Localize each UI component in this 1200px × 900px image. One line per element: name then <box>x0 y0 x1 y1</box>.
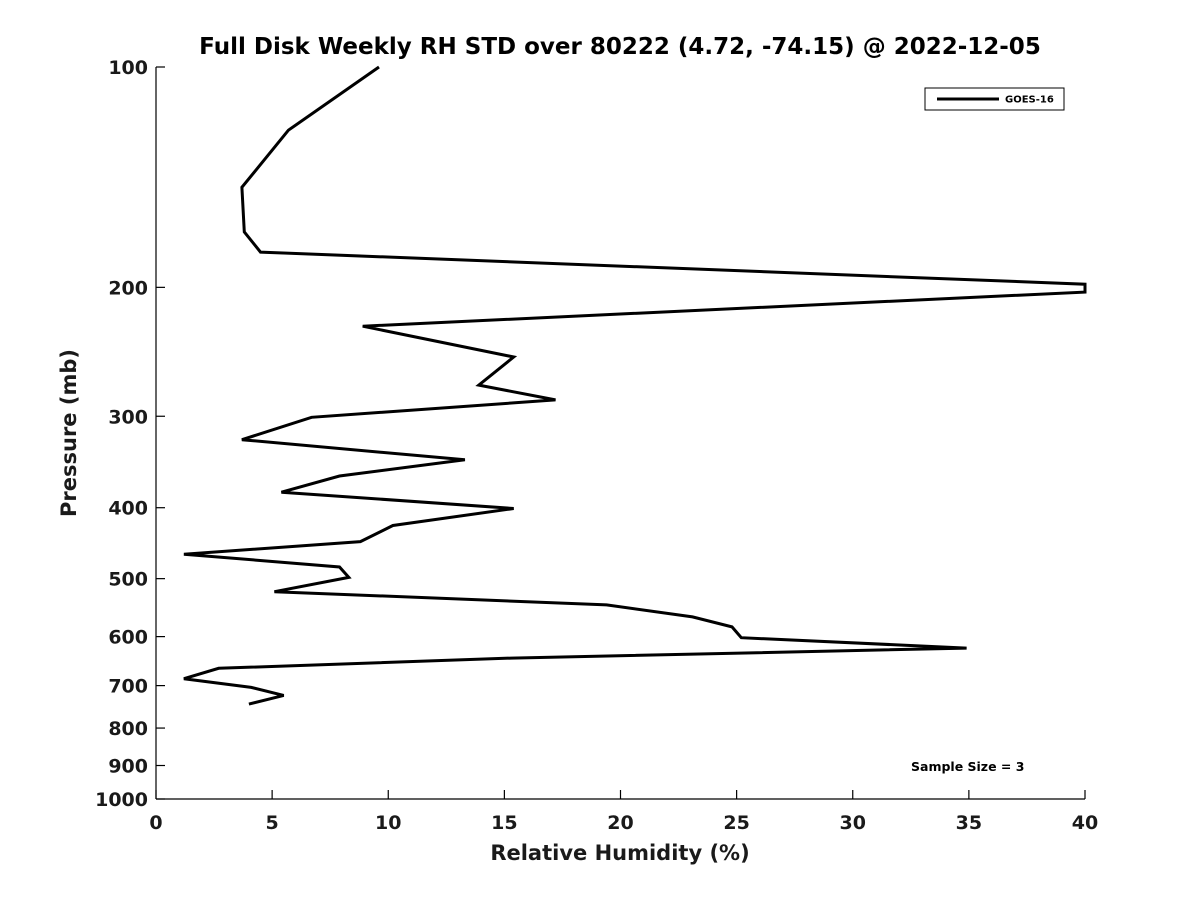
x-axis-ticks: 0 5 10 15 20 25 30 35 40 <box>149 790 1098 834</box>
y-tick-label: 300 <box>108 406 148 428</box>
axes <box>155 67 1085 800</box>
series-line-goes-16 <box>183 65 1087 706</box>
y-tick-label: 800 <box>108 718 148 740</box>
sample-size-annotation: Sample Size = 3 <box>911 759 1024 774</box>
x-tick-label: 15 <box>491 812 517 834</box>
x-tick-label: 40 <box>1072 812 1098 834</box>
x-tick-label: 0 <box>149 812 162 834</box>
series-layer <box>183 65 1087 706</box>
y-tick-label: 600 <box>108 627 148 649</box>
y-tick-label: 100 <box>108 57 148 79</box>
y-tick-label: 500 <box>108 569 148 591</box>
x-tick-label: 30 <box>840 812 866 834</box>
y-axis-title: Pressure (mb) <box>57 349 81 517</box>
x-axis-title: Relative Humidity (%) <box>490 841 749 865</box>
y-tick-label: 400 <box>108 498 148 520</box>
y-tick-label: 200 <box>108 277 148 299</box>
y-tick-label: 900 <box>108 756 148 778</box>
y-tick-label: 700 <box>108 676 148 698</box>
x-tick-label: 35 <box>956 812 982 834</box>
x-tick-label: 20 <box>607 812 633 834</box>
x-tick-label: 10 <box>375 812 401 834</box>
legend: GOES-16 <box>924 87 1065 111</box>
x-tick-label: 25 <box>723 812 749 834</box>
y-axis-ticks: 100 200 300 400 500 600 700 800 900 1000 <box>95 57 165 811</box>
chart-title: Full Disk Weekly RH STD over 80222 (4.72… <box>199 34 1041 60</box>
y-tick-label: 1000 <box>95 789 148 811</box>
x-tick-label: 5 <box>266 812 279 834</box>
legend-label: GOES-16 <box>1005 95 1054 106</box>
